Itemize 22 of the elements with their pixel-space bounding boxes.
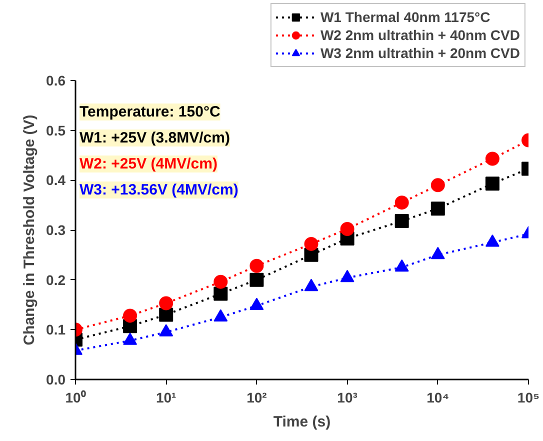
x-tick-label: 10⁵ — [517, 390, 540, 406]
y-tick-label: 0.6 — [46, 72, 66, 88]
annotation: W2: +25V (4MV/cm) — [80, 156, 218, 172]
y-tick-label: 0.0 — [46, 372, 66, 388]
y-tick-label: 0.4 — [46, 172, 66, 188]
annotation: W3: +13.56V (4MV/cm) — [80, 182, 238, 198]
legend-label: W2 2nm ultrathin + 40nm CVD — [320, 26, 520, 44]
y-tick-label: 0.1 — [46, 322, 66, 338]
x-tick-label: 10¹ — [156, 390, 177, 406]
annotation: W1: +25V (3.8MV/cm) — [80, 130, 230, 146]
x-tick-label: 10² — [246, 390, 268, 406]
y-tick-label: 0.5 — [46, 122, 66, 138]
x-tick-label: 10⁰ — [65, 390, 86, 406]
legend-label: W3 2nm ultrathin + 20nm CVD — [320, 44, 520, 62]
x-tick-label: 10³ — [337, 390, 358, 406]
x-axis-title: Time (s) — [273, 414, 331, 430]
annotation: Temperature: 150°C — [80, 104, 220, 120]
y-axis-title: Change in Threshold Voltage (V) — [21, 114, 38, 346]
legend-label: W1 Thermal 40nm 1175°C — [320, 8, 490, 26]
y-tick-label: 0.2 — [46, 272, 66, 288]
y-tick-label: 0.3 — [46, 222, 66, 238]
x-tick-label: 10⁴ — [426, 390, 450, 406]
